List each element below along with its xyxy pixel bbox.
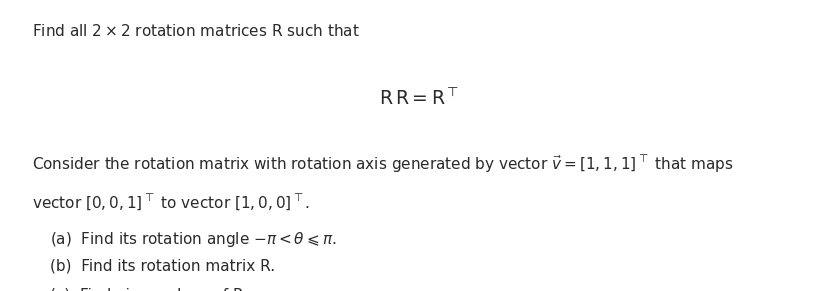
Text: (b)  Find its rotation matrix R.: (b) Find its rotation matrix R. xyxy=(50,259,275,274)
Text: $\mathrm{R}\,\mathrm{R} = \mathrm{R}^{\top}$: $\mathrm{R}\,\mathrm{R} = \mathrm{R}^{\t… xyxy=(379,87,460,109)
Text: (a)  Find its rotation angle $-\pi < \theta \leqslant \pi$.: (a) Find its rotation angle $-\pi < \the… xyxy=(50,230,336,249)
Text: (c)  Find eigenvalues of R.: (c) Find eigenvalues of R. xyxy=(50,288,248,291)
Text: Consider the rotation matrix with rotation axis generated by vector $\vec{v} = [: Consider the rotation matrix with rotati… xyxy=(32,154,733,175)
Text: vector $[0,0,1]^{\top}$ to vector $[1,0,0]^{\top}$.: vector $[0,0,1]^{\top}$ to vector $[1,0,… xyxy=(32,192,310,212)
Text: Find all $2 \times 2$ rotation matrices R such that: Find all $2 \times 2$ rotation matrices … xyxy=(32,23,360,39)
